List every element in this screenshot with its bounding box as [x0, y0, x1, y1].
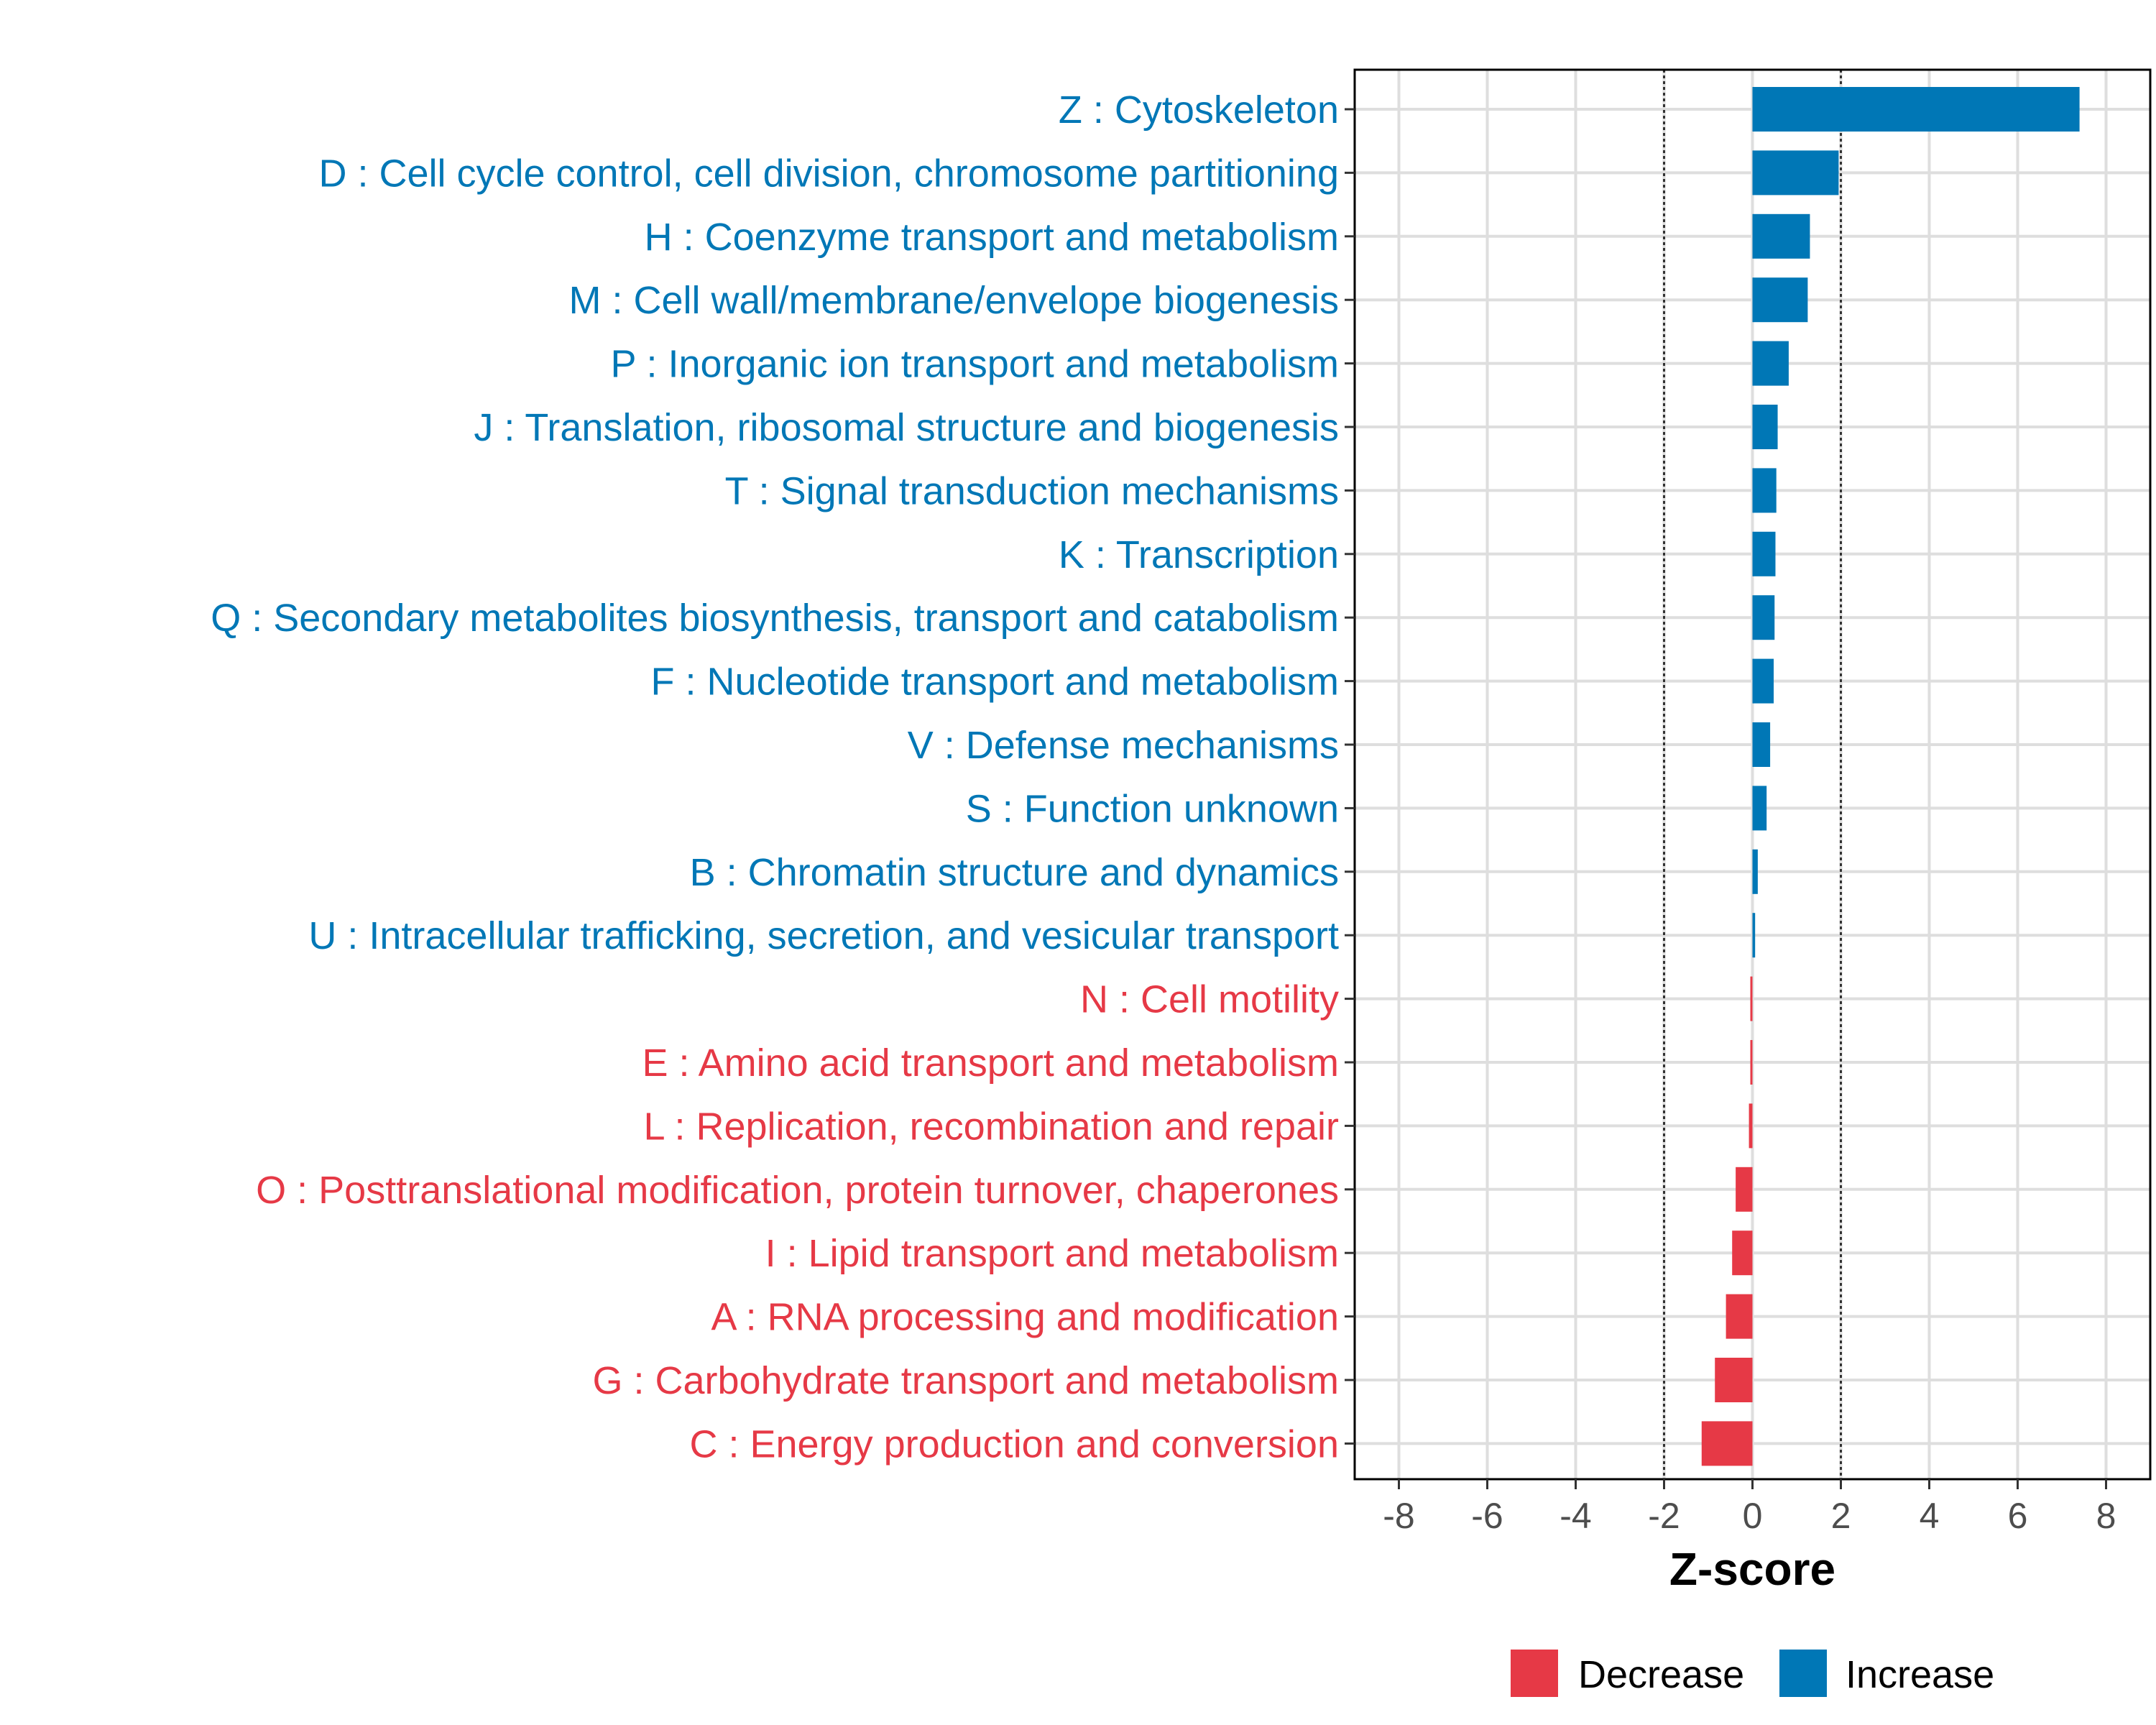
- category-label: P : Inorganic ion transport and metaboli…: [610, 343, 1339, 386]
- bar: [1750, 976, 1753, 1021]
- x-tick-label: 6: [2008, 1496, 2028, 1536]
- category-label: O : Posttranslational modification, prot…: [256, 1169, 1339, 1212]
- category-label: G : Carbohydrate transport and metabolis…: [593, 1359, 1340, 1402]
- x-tick-label: 0: [1743, 1496, 1763, 1536]
- category-label: D : Cell cycle control, cell division, c…: [318, 152, 1339, 195]
- category-label: S : Function unknown: [966, 787, 1339, 830]
- bar: [1752, 468, 1777, 513]
- x-tick-label: 8: [2096, 1496, 2116, 1536]
- category-label: F : Nucleotide transport and metabolism: [651, 661, 1339, 704]
- category-label: K : Transcription: [1059, 533, 1339, 576]
- bar: [1752, 405, 1778, 449]
- bar: [1750, 1040, 1753, 1085]
- x-axis-ticks: -8 -6 -4 -2 0 2 4 6 8: [1383, 1479, 2116, 1536]
- category-label: E : Amino acid transport and metabolism: [642, 1041, 1339, 1085]
- legend-swatch-decrease: [1511, 1650, 1558, 1697]
- x-axis-title: Z-score: [1669, 1543, 1835, 1595]
- bar: [1752, 150, 1839, 196]
- x-tick-label: 2: [1831, 1496, 1851, 1536]
- category-label: H : Coenzyme transport and metabolism: [645, 216, 1339, 259]
- y-tick-marks: [1345, 108, 1355, 1445]
- legend-label-increase: Increase: [1846, 1653, 1994, 1696]
- category-label: J : Translation, ribosomal structure and…: [474, 406, 1339, 449]
- category-label: M : Cell wall/membrane/envelope biogenes…: [568, 279, 1339, 322]
- bar: [1752, 531, 1776, 576]
- category-label: V : Defense mechanisms: [908, 724, 1339, 767]
- bar: [1726, 1294, 1753, 1339]
- bar: [1749, 1103, 1753, 1149]
- x-tick-label: -6: [1471, 1496, 1503, 1536]
- category-label: N : Cell motility: [1080, 978, 1339, 1021]
- bar: [1752, 87, 2080, 132]
- category-label: I : Lipid transport and metabolism: [765, 1232, 1339, 1275]
- x-tick-label: -2: [1648, 1496, 1680, 1536]
- bar: [1752, 849, 1758, 894]
- category-label: C : Energy production and conversion: [689, 1422, 1339, 1466]
- legend-label-decrease: Decrease: [1578, 1653, 1744, 1696]
- bar: [1752, 341, 1789, 386]
- legend-swatch-increase: [1779, 1650, 1827, 1697]
- bar: [1701, 1421, 1753, 1466]
- bar: [1736, 1167, 1753, 1212]
- category-label: A : RNA processing and modification: [711, 1296, 1339, 1339]
- bar: [1752, 913, 1756, 958]
- threshold-lines: [1663, 70, 1842, 1479]
- category-label: L : Replication, recombination and repai…: [643, 1105, 1339, 1148]
- bar: [1752, 722, 1771, 767]
- bar: [1752, 213, 1810, 259]
- bar: [1752, 658, 1774, 704]
- bars: [1701, 87, 2080, 1466]
- x-tick-label: -4: [1560, 1496, 1591, 1536]
- bar: [1752, 277, 1808, 323]
- category-label: T : Signal transduction mechanisms: [725, 469, 1339, 512]
- bar: [1752, 595, 1775, 640]
- legend: Decrease Increase: [1511, 1650, 1994, 1697]
- bar: [1732, 1230, 1753, 1276]
- category-label: B : Chromatin structure and dynamics: [690, 851, 1339, 894]
- category-labels: Z : Cytoskeleton D : Cell cycle control, …: [211, 88, 1339, 1466]
- category-label: Q : Secondary metabolites biosynthesis, …: [211, 597, 1339, 640]
- category-label: U : Intracellular trafficking, secretion…: [308, 914, 1339, 957]
- bar: [1752, 786, 1767, 831]
- category-label: Z : Cytoskeleton: [1059, 88, 1339, 132]
- x-tick-label: -8: [1383, 1496, 1414, 1536]
- x-tick-label: 4: [1920, 1496, 1940, 1536]
- bar: [1715, 1358, 1753, 1402]
